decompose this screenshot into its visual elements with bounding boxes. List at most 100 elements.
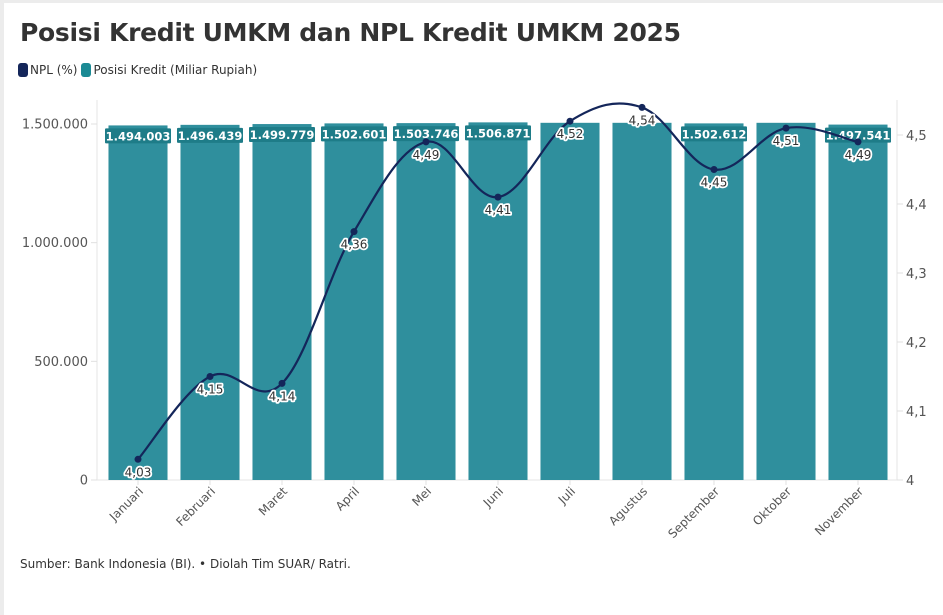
bar-data-label: 1.496.439 [177, 127, 243, 143]
bar-kredit [252, 124, 312, 480]
npl-data-label: 4,454,45 [699, 174, 729, 192]
bar-data-label-bg [321, 126, 387, 142]
x-axis-tick-label: September [665, 484, 722, 541]
bar-data-label-text: 1.503.746 [394, 127, 459, 141]
legend-swatch-npl [18, 63, 28, 77]
chart-title: Posisi Kredit UMKM dan NPL Kredit UMKM 2… [20, 18, 681, 47]
bar-data-label: 1.497.541 [825, 127, 891, 143]
right-axis-tick-label: 4,1 [906, 405, 927, 420]
npl-data-label-halo: 4,54 [629, 113, 656, 127]
chart-legend: NPL (%) Posisi Kredit (Miliar Rupiah) [18, 63, 261, 77]
left-axis-tick-label: 0 [80, 474, 88, 489]
bar-data-label-bg [825, 127, 891, 143]
x-axis-tick-label: Agustus [606, 484, 650, 528]
npl-data-label-halo: 4,14 [269, 389, 296, 403]
npl-data-label: 4,364,36 [339, 236, 369, 254]
bar-data-label: 1.494.003 [105, 128, 171, 144]
right-axis-tick-label: 4,2 [906, 336, 927, 351]
bar-data-label-bg [465, 125, 531, 141]
npl-point [566, 117, 574, 125]
npl-point [278, 379, 286, 387]
right-axis-tick-label: 4,4 [906, 198, 927, 213]
npl-data-label: 4,034,03 [123, 464, 153, 482]
right-axis-tick-label: 4,3 [906, 267, 927, 282]
npl-point [134, 455, 142, 463]
npl-data-label-text: 4,54 [629, 113, 656, 127]
bar-data-label-bg [249, 127, 315, 143]
npl-data-label-halo: 4,49 [413, 148, 440, 162]
npl-data-label-text: 4,52 [557, 127, 584, 141]
x-axis-tick-label: Juni [480, 484, 506, 510]
bar-data-label-text: 1.499.779 [250, 128, 315, 142]
bar-data-label-text: 1.494.003 [106, 129, 171, 143]
npl-data-label-text: 4,15 [197, 383, 224, 397]
right-axis-tick-label: 4,5 [906, 129, 927, 144]
left-axis-tick-label: 1.000.000 [22, 236, 88, 251]
bar-data-label: 1.506.871 [465, 125, 531, 141]
bar-data-label-text: 1.502.612 [682, 127, 747, 141]
bar-data-label: 1.499.779 [249, 127, 315, 143]
bar-kredit [468, 122, 528, 480]
x-axis-tick-label: April [333, 484, 362, 513]
bar-kredit [756, 122, 816, 481]
npl-data-label: 4,144,14 [267, 388, 297, 406]
x-axis-tick-label: November [812, 484, 866, 538]
legend-item-npl[interactable]: NPL (%) [18, 63, 77, 77]
npl-point [782, 124, 790, 132]
right-axis-tick-label: 4 [906, 474, 914, 489]
bar-kredit [684, 123, 744, 480]
npl-data-label: 4,154,15 [195, 381, 225, 399]
bar-kredit [396, 123, 456, 480]
bar-data-label-text: 1.496.439 [178, 129, 243, 143]
bar-data-label-text: 1.497.541 [826, 129, 891, 143]
x-axis-tick-label: Juli [555, 484, 578, 507]
bar-data-label: 1.503.746 [393, 126, 459, 142]
npl-data-label-text: 4,51 [773, 134, 800, 148]
npl-point [854, 138, 862, 146]
npl-point [710, 166, 718, 173]
legend-item-kredit[interactable]: Posisi Kredit (Miliar Rupiah) [81, 63, 257, 77]
npl-data-label-text: 4,49 [413, 148, 440, 162]
npl-point [422, 138, 430, 146]
legend-label-npl: NPL (%) [30, 63, 78, 77]
npl-point [638, 103, 646, 111]
npl-data-label-text: 4,45 [701, 176, 728, 190]
bar-kredit [180, 124, 240, 480]
npl-data-label-halo: 4,03 [125, 465, 152, 479]
bar-kredit [828, 124, 888, 480]
npl-data-label-text: 4,49 [845, 148, 872, 162]
npl-data-label-text: 4,14 [269, 389, 296, 403]
bar-kredit [540, 122, 600, 481]
bar-data-label-bg [681, 126, 747, 142]
bar-kredit [108, 125, 168, 481]
bar-data-label: 1.502.612 [681, 126, 747, 142]
npl-data-label: 4,414,41 [483, 201, 513, 219]
npl-data-label: 4,514,51 [771, 132, 801, 150]
source-note: Sumber: Bank Indonesia (BI). • Diolah Ti… [20, 557, 351, 571]
bar-data-label-bg [105, 128, 171, 144]
left-axis-tick-label: 1.500.000 [22, 118, 88, 133]
bar-kredit [324, 123, 384, 481]
x-axis-tick-label: Februari [173, 484, 218, 529]
npl-data-label: 4,494,49 [411, 146, 441, 164]
bar-data-label-text: 1.506.871 [466, 126, 531, 140]
left-axis-tick-label: 500.000 [34, 355, 88, 370]
npl-data-label: 4,544,54 [627, 112, 657, 130]
legend-swatch-kredit [81, 63, 92, 77]
npl-data-label-halo: 4,51 [773, 134, 800, 148]
bar-data-label-bg [393, 126, 459, 142]
npl-data-label-text: 4,36 [341, 238, 368, 252]
npl-point [494, 193, 502, 201]
npl-data-label-text: 4,41 [485, 203, 512, 217]
legend-label-kredit: Posisi Kredit (Miliar Rupiah) [93, 63, 258, 77]
x-axis-tick-label: Januari [106, 484, 146, 524]
npl-data-label-text: 4,03 [125, 465, 152, 479]
npl-point [350, 228, 358, 236]
npl-data-label-halo: 4,45 [701, 176, 728, 190]
bar-data-label: 1.502.601 [321, 126, 387, 142]
npl-data-label-halo: 4,15 [197, 383, 224, 397]
npl-data-label-halo: 4,52 [557, 127, 584, 141]
bar-kredit [612, 122, 672, 481]
npl-data-label-halo: 4,41 [485, 203, 512, 217]
